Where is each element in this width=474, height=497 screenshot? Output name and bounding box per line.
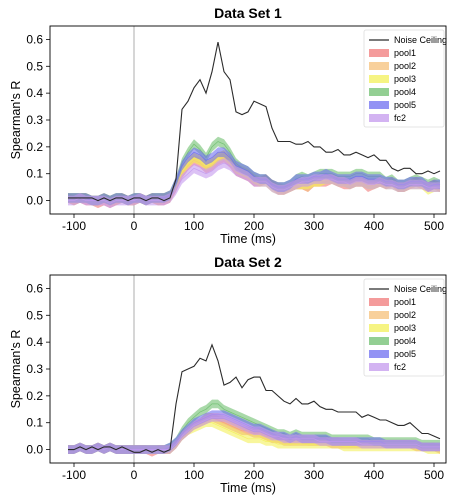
x-tick-label: 400 [364,219,384,233]
legend-swatch-pool2 [369,311,389,319]
y-axis-label: Spearman's R [9,330,23,409]
chart-title: Data Set 2 [214,254,282,270]
y-tick-label: 0.0 [26,194,43,208]
chart-title: Data Set 1 [214,5,282,21]
legend-swatch-pool4 [369,88,389,96]
x-axis-label: Time (ms) [220,232,276,246]
y-tick-label: 0.5 [26,59,43,73]
legend-swatch-pool5 [369,350,389,358]
legend-swatch-pool3 [369,75,389,83]
x-tick-label: 0 [131,219,138,233]
legend-swatch-pool3 [369,324,389,332]
chart-data-set-2: Data Set 2 -100 0 100 200 300 400 500 0.0 0.1 0.2 0… [9,254,447,495]
series-mean-fc2 [68,416,440,450]
legend-label: Noise Ceiling [394,35,447,45]
legend-swatch-pool4 [369,337,389,345]
y-tick-label: 0.0 [26,443,43,457]
legend-swatch-fc2 [369,363,389,371]
x-axis-label: Time (ms) [220,481,276,495]
y-tick-label: 0.2 [26,389,43,403]
x-tick-label: 0 [131,468,138,482]
plot-area [68,343,441,457]
x-tick-label: 100 [184,219,204,233]
y-tick-label: 0.1 [26,167,43,181]
legend-swatch-pool1 [369,298,389,306]
x-tick-label: 500 [424,468,444,482]
x-tick-label: 200 [244,219,264,233]
legend-label: pool4 [394,87,416,97]
x-tick-label: 300 [304,219,324,233]
series-band-fc2 [68,413,440,454]
series-band-fc2 [68,158,440,209]
y-tick-label: 0.1 [26,416,43,430]
series-line-noise-ceiling [68,41,441,202]
plot-area [67,41,441,209]
legend-swatch-pool1 [369,49,389,57]
legend-label: fc2 [394,113,406,123]
y-axis-label: Spearman's R [9,81,23,160]
y-tick-label: 0.4 [26,335,43,349]
legend-label: pool5 [394,100,416,110]
legend-label: pool1 [394,297,416,307]
y-tick-label: 0.2 [26,140,43,154]
legend-swatch-pool2 [369,62,389,70]
legend-label: pool2 [394,310,416,320]
legend-swatch-pool5 [369,101,389,109]
y-tick-label: 0.5 [26,308,43,322]
legend-label: pool3 [394,74,416,84]
legend-label: pool4 [394,336,416,346]
x-tick-label: -100 [62,219,86,233]
x-tick-label: 500 [424,219,444,233]
series-line-noise-ceiling [68,343,441,453]
y-tick-label: 0.6 [26,32,43,46]
x-tick-label: 300 [304,468,324,482]
series-mean-fc2 [68,162,440,204]
legend-label: pool5 [394,349,416,359]
legend-swatch-fc2 [369,114,389,122]
legend-label: Noise Ceiling [394,284,447,294]
x-tick-label: 400 [364,468,384,482]
y-tick-label: 0.3 [26,362,43,376]
legend-label: pool2 [394,61,416,71]
legend-label: pool3 [394,323,416,333]
y-tick-label: 0.6 [26,281,43,295]
x-tick-label: -100 [62,468,86,482]
x-tick-label: 100 [184,468,204,482]
series-mean-pool4 [68,141,441,201]
y-tick-label: 0.3 [26,113,43,127]
x-tick-label: 200 [244,468,264,482]
y-tick-label: 0.4 [26,86,43,100]
legend-label: pool1 [394,48,416,58]
legend-label: fc2 [394,362,406,372]
chart-data-set-1: Data Set 1 -100 0 100 200 300 400 500 0.0 0.1 0.2 0… [9,5,447,246]
